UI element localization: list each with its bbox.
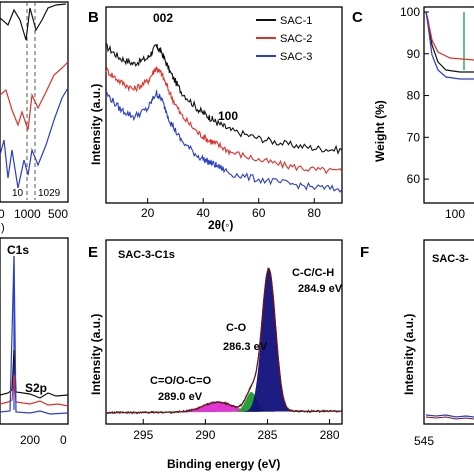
panel-c-y-tick-label: 80 (407, 89, 421, 103)
panel-d-annotation-c1s: C1s (7, 243, 29, 257)
panel-c-frame (423, 6, 474, 204)
panel-e-x-tick-label: 280 (320, 428, 340, 442)
panel-f-series-blue (425, 414, 474, 418)
panel-e-x-tick-label: 285 (257, 428, 277, 442)
panel-e-annotation: 289.0 eV (158, 391, 203, 403)
panel-a-axis-label-fragment: I) (0, 222, 5, 234)
panel-b: B 20 40 60 80 002 100 SAC-1 SAC-2 SAC-3 Int… (88, 6, 343, 232)
panel-e-x-tick-label: 290 (195, 428, 215, 442)
panel-e-envelope-fit (106, 267, 342, 414)
panel-e-x-tick-label: 295 (133, 428, 153, 442)
panel-e-fill-group (158, 268, 296, 413)
panel-f-series-darkred (425, 416, 474, 420)
panel-c-ticks-group: 60 70 80 90 100 (400, 5, 429, 186)
panel-c-y-tick-label: 70 (407, 130, 421, 144)
panel-d-tick-label: 0 (60, 433, 67, 447)
panel-a-annotation: 1029 (38, 188, 61, 199)
panel-b-x-tick-label: 40 (196, 206, 210, 220)
panel-b-series-sac-3 (105, 88, 343, 193)
panel-a-tick-label: 1000 (14, 207, 41, 221)
panel-b-xlabel: 2θ(◦) (208, 218, 233, 232)
panel-e-peak-fill (229, 392, 274, 412)
panel-b-annotation-100: 100 (218, 109, 238, 123)
panel-d-annotation-s2p: S2p (25, 381, 47, 395)
panel-a-series-red (0, 61, 69, 131)
panel-c: C 60 70 80 90 100 100 Weight (%) (352, 5, 474, 221)
panel-b-series-sac-2 (105, 65, 343, 175)
panel-e-annotation: 284.9 eV (298, 283, 343, 295)
panel-f-frame (423, 239, 474, 425)
panel-e-peak-fill (158, 402, 278, 413)
legend-label-sac1: SAC-1 (280, 15, 312, 27)
panel-a-annotation: 10 (12, 188, 24, 199)
panel-label-e: E (88, 244, 98, 261)
panel-c-series-blue (425, 11, 474, 80)
panel-b-frame (105, 6, 343, 204)
panel-e-line-group (105, 267, 342, 415)
panel-f-title: SAC-3- (432, 253, 469, 265)
panel-d-tick-label: 200 (20, 433, 40, 447)
panel-a-tick-label: 0 (0, 207, 5, 221)
panel-f-ylabel: Intensity (a.u.) (402, 314, 416, 395)
legend-label-sac2: SAC-2 (280, 33, 312, 45)
panel-e-ticks-group: 295 290 285 280 (133, 419, 340, 442)
panel-e-annotation: C-C/C-H (292, 267, 334, 279)
panel-e-annotation: C-O (226, 322, 247, 334)
panel-b-x-tick-label: 20 (141, 206, 155, 220)
panel-a: 10 1029 0 1000 500 I) (0, 1, 69, 234)
panel-a-series-blue (0, 87, 69, 189)
panel-c-y-tick-label: 90 (407, 47, 421, 61)
panel-b-x-tick-label: 80 (308, 206, 322, 220)
panel-b-legend: SAC-1 SAC-2 SAC-3 (256, 15, 312, 63)
panel-e-annotation: C=O/O-C=O (150, 375, 212, 387)
panel-b-annotation-002: 002 (153, 11, 173, 25)
panel-b-ylabel: Intensity (a.u.) (89, 84, 103, 165)
panel-d-series-blue (0, 255, 69, 415)
panel-c-series-red (425, 11, 474, 61)
panel-e-title: SAC-3-C1s (118, 249, 175, 261)
panel-e-xlabel: Binding energy (eV) (167, 457, 280, 471)
panel-label-f: F (360, 244, 369, 261)
panel-d: C1s S2p 200 0 (0, 237, 69, 447)
panel-b-ticks-group: 20 40 60 80 (141, 198, 321, 220)
panel-e-ylabel: Intensity (a.u.) (89, 314, 103, 395)
panel-e-frame (105, 239, 343, 425)
panel-c-y-tick-label: 100 (400, 5, 420, 19)
panel-d-frame (0, 237, 69, 425)
panel-f-tick-label: 545 (414, 434, 434, 448)
panel-c-tick-label: 100 (445, 207, 465, 221)
panel-label-c: C (352, 9, 363, 26)
panel-a-series-black (0, 3, 67, 41)
panel-e: E 295 290 285 280 SAC-3-C1s C-C/C-H 284.9 e… (88, 239, 343, 471)
panel-b-x-tick-label: 60 (252, 206, 266, 220)
panel-b-series-sac-1 (105, 43, 343, 155)
panel-label-b: B (88, 9, 99, 26)
panel-c-ylabel: Weight (%) (373, 100, 387, 162)
panel-e-peak-fill (241, 268, 296, 412)
panel-c-y-tick-label: 60 (407, 172, 421, 186)
legend-label-sac3: SAC-3 (280, 51, 312, 63)
panel-a-frame (0, 1, 69, 203)
panel-e-annotation: 286.3 eV (223, 341, 268, 353)
panel-f: F SAC-3- Intensity (a.u.) 545 (360, 239, 474, 448)
panel-a-tick-label: 500 (48, 207, 68, 221)
panel-b-series-group (105, 43, 343, 193)
